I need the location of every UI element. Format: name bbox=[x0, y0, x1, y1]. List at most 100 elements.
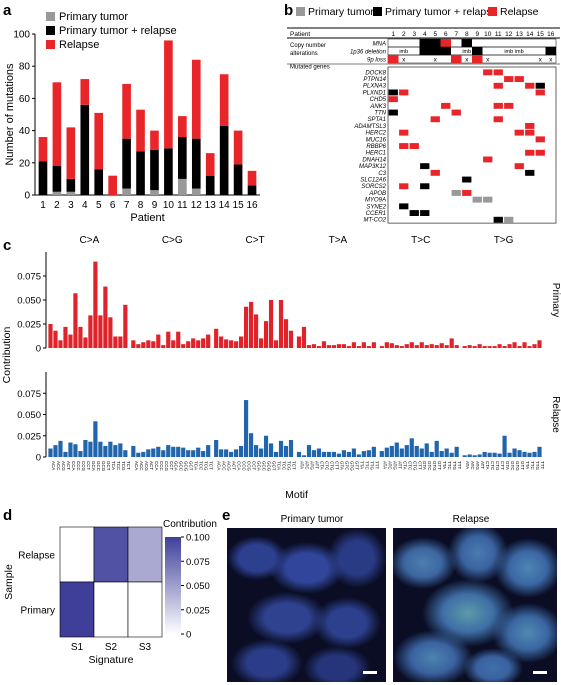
motif-tick-label: GTA bbox=[422, 461, 427, 470]
motif-bar bbox=[404, 344, 409, 348]
legend-swatch bbox=[373, 7, 382, 16]
motif-bar bbox=[379, 346, 384, 348]
motif-bar bbox=[166, 331, 171, 348]
motif-tick-label: ACA bbox=[217, 461, 222, 470]
relapse-image-overlay bbox=[533, 671, 547, 674]
motif-bar bbox=[487, 346, 492, 348]
motif-tick-label: GCT bbox=[272, 461, 277, 471]
motif-bar bbox=[326, 451, 332, 457]
panel-label-d: d bbox=[3, 507, 12, 524]
motif-bar bbox=[229, 340, 234, 348]
motif-tick-label: TCC bbox=[116, 461, 121, 471]
gene-mutation-cell bbox=[535, 82, 545, 89]
motif-bar bbox=[389, 445, 394, 457]
cna-row-label: MNA bbox=[373, 42, 386, 48]
bar-segment bbox=[178, 137, 187, 179]
gene-label: SYNE2 bbox=[366, 204, 386, 210]
gene-matrix-frame bbox=[387, 66, 557, 224]
motif-bar bbox=[414, 345, 419, 348]
motif-bar bbox=[63, 451, 68, 457]
x-tick-label: 7 bbox=[124, 200, 130, 211]
motif-tick-label: GCG bbox=[267, 461, 272, 472]
motif-tick-label: TTG bbox=[452, 461, 457, 470]
motif-tick-label: CCC bbox=[242, 461, 247, 471]
motif-bar bbox=[296, 336, 302, 348]
motif-bar bbox=[399, 346, 404, 348]
motif-bar bbox=[414, 445, 419, 457]
motif-tick-label: GCG bbox=[101, 461, 106, 472]
motif-tick-label: GCC bbox=[262, 461, 267, 472]
gene-mutation-cell bbox=[420, 183, 430, 190]
motif-bar bbox=[424, 345, 429, 348]
motif-tick-label: ATC bbox=[470, 461, 475, 470]
x-axis-title: Signature bbox=[89, 654, 134, 666]
patient-number: 5 bbox=[433, 31, 437, 38]
motif-bar bbox=[419, 448, 424, 457]
patient-number: 6 bbox=[444, 31, 448, 38]
motif-bar bbox=[336, 344, 342, 348]
patient-number: 7 bbox=[454, 31, 458, 38]
bar-segment bbox=[38, 137, 48, 162]
motif-bar bbox=[244, 306, 249, 348]
x-tick-label: 4 bbox=[82, 200, 88, 211]
y-tick-label: 0.050 bbox=[17, 296, 41, 307]
x-tick-label: 13 bbox=[205, 200, 217, 211]
motif-bar bbox=[83, 337, 88, 348]
bar-segment bbox=[150, 130, 159, 150]
y-tick-label: 0.025 bbox=[17, 431, 41, 442]
cna-cell bbox=[451, 55, 462, 63]
motif-bar bbox=[419, 342, 424, 348]
motif-tick-label: ATG bbox=[392, 461, 397, 470]
x-tick-label: 12 bbox=[191, 200, 203, 211]
bar-segment bbox=[122, 83, 131, 139]
bar-segment bbox=[219, 74, 229, 126]
cna-loss-mark: x bbox=[549, 57, 553, 64]
motif-bar bbox=[253, 314, 259, 348]
scale-bar bbox=[363, 671, 377, 674]
y-tick-label: 0 bbox=[36, 344, 41, 355]
gene-label: SORCS2 bbox=[361, 184, 386, 190]
panel-label-e: e bbox=[222, 507, 230, 524]
patient-number: 12 bbox=[505, 31, 513, 38]
bar-segment bbox=[80, 79, 90, 105]
gene-label: MAP3K12 bbox=[359, 164, 387, 170]
motif-bar bbox=[444, 448, 449, 457]
gene-mutation-cell bbox=[420, 210, 430, 216]
motif-bar bbox=[482, 451, 487, 457]
motif-tick-label: ATG bbox=[309, 461, 314, 470]
x-tick-label: 10 bbox=[163, 200, 175, 211]
bar-segment bbox=[122, 138, 131, 189]
motif-bar bbox=[48, 448, 53, 457]
motif-bar bbox=[244, 400, 249, 457]
motif-bar bbox=[88, 441, 93, 457]
bar-segment bbox=[52, 166, 62, 192]
legend-entry: Relapse bbox=[59, 39, 99, 51]
motif-bar bbox=[219, 336, 224, 348]
patient-number: 15 bbox=[537, 31, 545, 38]
primary-tumor-image-overlay bbox=[363, 671, 377, 674]
motif-bar bbox=[384, 342, 389, 348]
motif-bar bbox=[171, 446, 176, 457]
x-tick-label: 8 bbox=[138, 200, 144, 211]
gene-label: ADAMTSL3 bbox=[353, 124, 386, 130]
cna-imbalance-mark: imb bbox=[399, 49, 408, 55]
cna-loss-mark: x bbox=[434, 57, 438, 64]
motif-bar bbox=[191, 338, 196, 348]
motif-bar bbox=[487, 452, 492, 457]
motif-tick-label: CCA bbox=[154, 461, 159, 471]
signature-label: S2 bbox=[105, 642, 118, 653]
sample-label: Relapse bbox=[18, 551, 55, 562]
motif-bar bbox=[273, 340, 279, 348]
x-tick-label: 6 bbox=[110, 200, 116, 211]
gene-mutation-cell bbox=[535, 136, 545, 143]
motif-tick-label: ACT bbox=[232, 461, 237, 470]
motif-tick-label: GTT bbox=[520, 461, 525, 470]
cna-cell bbox=[419, 39, 430, 47]
gene-label: SLC12A6 bbox=[360, 178, 386, 184]
bar-segment bbox=[233, 164, 243, 195]
motif-bar bbox=[371, 446, 376, 457]
mutation-type-label: C>G bbox=[162, 235, 183, 246]
row-label: Primary bbox=[550, 283, 561, 317]
cna-cell bbox=[430, 39, 441, 47]
motif-bar bbox=[161, 450, 166, 457]
